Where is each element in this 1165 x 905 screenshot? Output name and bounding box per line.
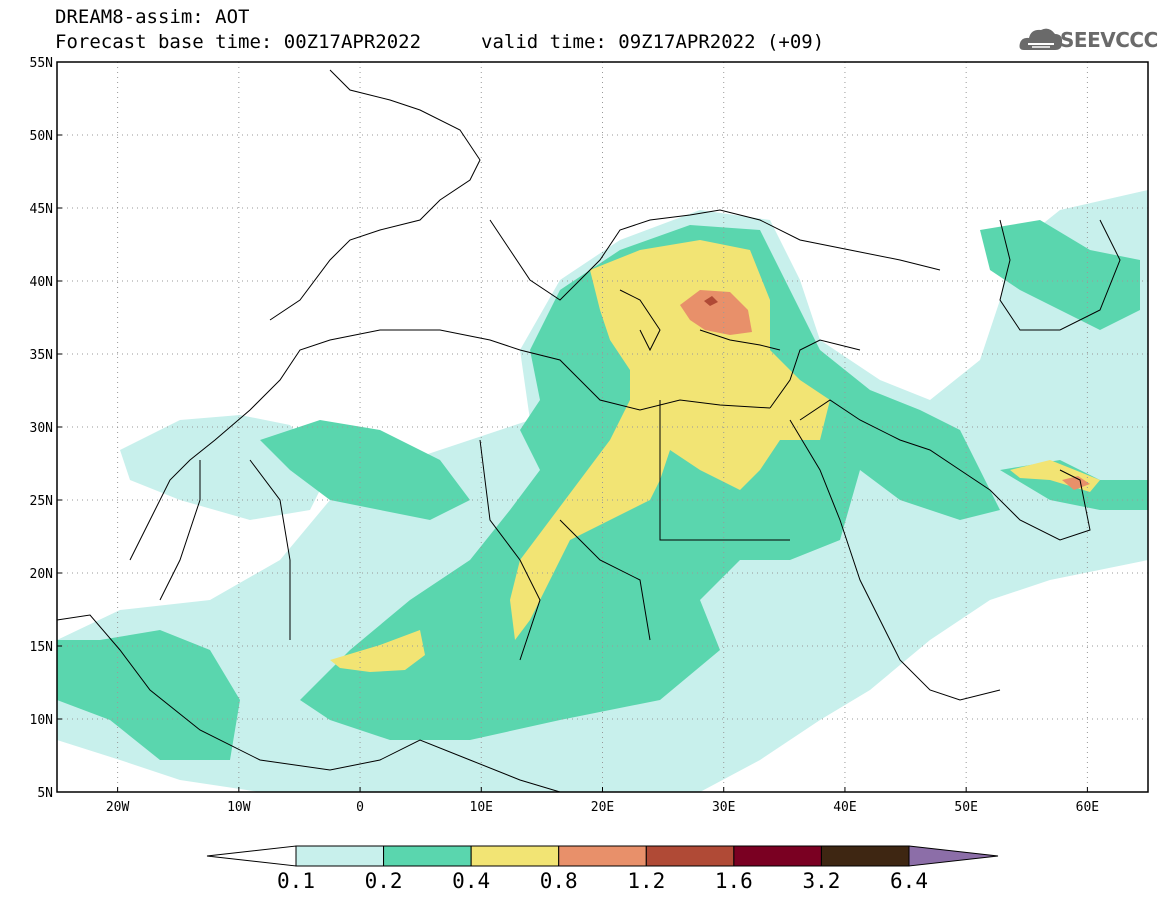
lat-tick-label: 45N [30, 202, 53, 217]
colorbar-over-arrow [908, 845, 999, 867]
lat-tick-label: 10N [30, 713, 53, 728]
colorbar-label: 0.4 [452, 869, 490, 893]
lat-axis: 55N 50N 45N 40N 35N 30N 25N 20N 15N 10N 5N [30, 56, 62, 801]
aot-contour-0.2-sw [57, 630, 240, 760]
aot-contour-0.4-sahel [330, 630, 425, 672]
colorbar-label: 1.6 [715, 869, 753, 893]
coastlines-borders [57, 69, 1121, 792]
aot-contour-0.2-nw [260, 420, 470, 520]
lat-tick-label: 25N [30, 494, 53, 509]
aot-contour-1.2 [704, 296, 718, 306]
colorbar-label: 0.2 [365, 869, 403, 893]
lon-axis: 20W 10W 0 10E 20E 30E 40E 50E 60E [106, 787, 1099, 815]
forecast-base-time: Forecast base time: 00Z17APR2022 [55, 31, 422, 53]
cloud-logo-icon [1019, 28, 1063, 50]
map-title: DREAM8-assim: AOT [55, 6, 250, 28]
lon-tick-label: 50E [954, 800, 977, 815]
aot-contour-0.8-gulf [1062, 476, 1090, 490]
colorbar-bin [558, 845, 647, 867]
colorbar-bin [383, 845, 472, 867]
colorbar-bin [733, 845, 822, 867]
lon-tick-label: 10E [470, 800, 493, 815]
lat-tick-label: 5N [37, 786, 53, 801]
colorbar-bin [820, 845, 910, 867]
lat-tick-label: 20N [30, 567, 53, 582]
aot-contour-0.8 [680, 290, 752, 335]
colorbar-label: 3.2 [802, 869, 840, 893]
colorbar: 0.1 0.2 0.4 0.8 1.2 1.6 3.2 6.4 [206, 845, 999, 893]
lat-tick-label: 15N [30, 640, 53, 655]
lon-tick-label: 0 [356, 800, 364, 815]
lat-tick-label: 30N [30, 421, 53, 436]
lat-tick-label: 55N [30, 56, 53, 71]
lon-tick-label: 40E [833, 800, 856, 815]
lon-tick-label: 10W [227, 800, 251, 815]
aot-field [57, 190, 1148, 792]
lon-tick-label: 30E [712, 800, 735, 815]
colorbar-label: 1.2 [627, 869, 665, 893]
lat-tick-label: 40N [30, 275, 53, 290]
colorbar-bin [295, 845, 385, 867]
aot-contour-0.2-ne [980, 220, 1140, 330]
lat-lon-grid [57, 62, 1148, 792]
valid-time: valid time: 09Z17APR2022 (+09) [481, 31, 825, 53]
lon-tick-label: 20W [106, 800, 130, 815]
lon-tick-label: 20E [591, 800, 614, 815]
colorbar-under-arrow [206, 845, 297, 867]
colorbar-bin [645, 845, 735, 867]
colorbar-label: 6.4 [890, 869, 928, 893]
aot-contour-0.4 [510, 240, 830, 640]
logo-text: SEEVCCC [1060, 28, 1158, 52]
colorbar-label: 0.8 [540, 869, 578, 893]
lat-tick-label: 35N [30, 348, 53, 363]
colorbar-label: 0.1 [277, 869, 315, 893]
lat-tick-label: 50N [30, 129, 53, 144]
lon-tick-label: 60E [1076, 800, 1099, 815]
colorbar-bin [470, 845, 560, 867]
